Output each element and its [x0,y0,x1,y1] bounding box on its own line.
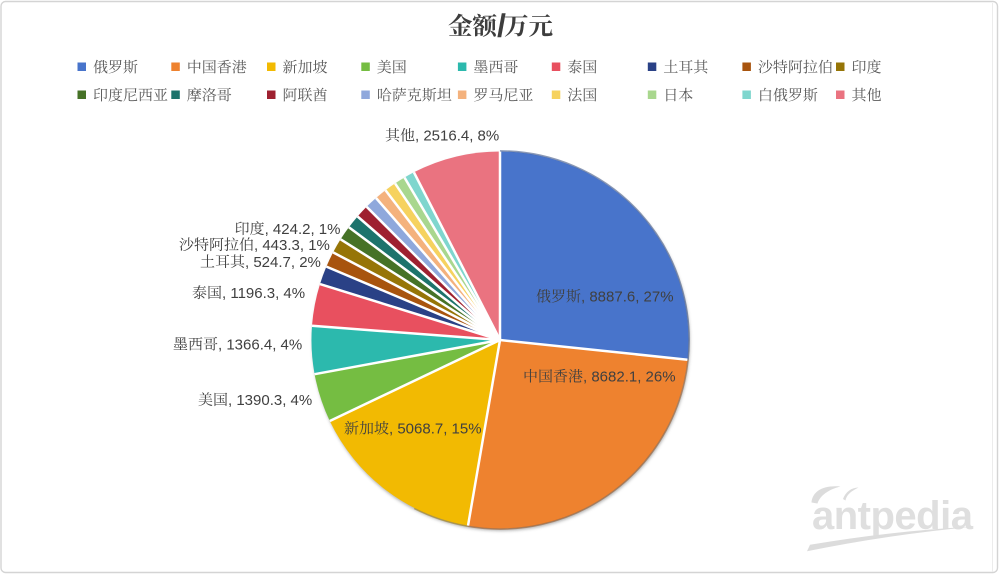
svg-text:, 8887.6, 27%: , 8887.6, 27% [581,289,674,306]
svg-text:, 8682.1, 26%: , 8682.1, 26% [583,369,676,386]
svg-text:, 2516.4, 8%: , 2516.4, 8% [415,128,499,145]
svg-text:, 524.7, 2%: , 524.7, 2% [245,254,321,271]
svg-text:, 5068.7, 15%: , 5068.7, 15% [389,421,482,438]
svg-text:antpedia: antpedia [812,494,974,538]
svg-text:, 1366.4, 4%: , 1366.4, 4% [218,336,302,353]
svg-text:, 443.3, 1%: , 443.3, 1% [254,237,330,254]
svg-text:, 424.2, 1%: , 424.2, 1% [265,221,341,238]
svg-text:, 1390.3, 4%: , 1390.3, 4% [228,392,312,409]
svg-text:, 1196.3, 4%: , 1196.3, 4% [222,285,305,302]
